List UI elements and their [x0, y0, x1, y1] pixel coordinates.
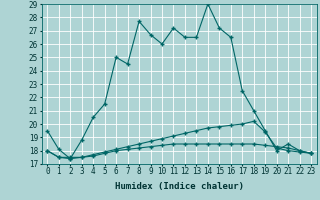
X-axis label: Humidex (Indice chaleur): Humidex (Indice chaleur) — [115, 182, 244, 191]
